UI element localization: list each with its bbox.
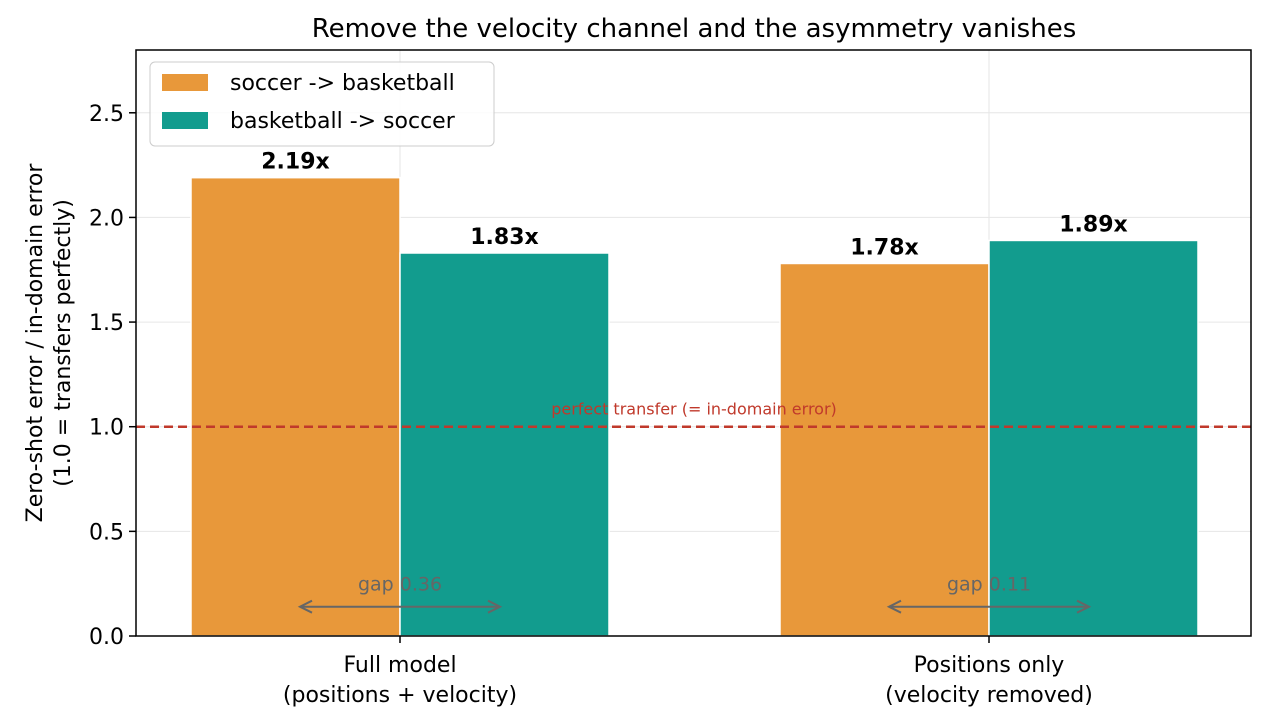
reference-line-label: perfect transfer (= in-domain error) [551, 400, 837, 419]
gap-label: gap 0.36 [358, 574, 442, 596]
legend: soccer -> basketball basketball -> soccer [149, 61, 495, 147]
bar-value-label: 2.19x [261, 150, 329, 175]
y-tick-label: 1.5 [89, 311, 124, 336]
y-axis-label: Zero-shot error / in-domain error [23, 163, 48, 523]
y-axis-label: (1.0 = transfers perfectly) [51, 199, 76, 487]
legend-label: basketball -> soccer [230, 109, 456, 134]
axes: 0.0 0.5 1.0 1.5 2.0 2.5 Full model (positions +… [23, 102, 1093, 708]
bar-value-label: 1.83x [470, 225, 538, 250]
legend-label: soccer -> basketball [230, 71, 455, 96]
x-tick-label: (velocity removed) [885, 683, 1093, 708]
legend-swatch [162, 112, 208, 129]
bar [988, 239, 1199, 637]
bar [190, 176, 401, 637]
x-tick-label: Positions only [914, 653, 1065, 678]
x-tick-label: (positions + velocity) [283, 683, 517, 708]
bar-value-label: 1.78x [850, 235, 918, 260]
x-tick-label: Full model [343, 653, 456, 678]
y-tick-label: 0.5 [89, 520, 124, 545]
gap-label: gap 0.11 [947, 574, 1031, 596]
chart-title: Remove the velocity channel and the asym… [312, 14, 1077, 44]
legend-swatch [162, 74, 208, 91]
bar [399, 252, 610, 637]
annotations: gap 0.36 gap 0.11 [297, 574, 1092, 614]
y-tick-label: 0.0 [89, 625, 124, 650]
reference-line-group: perfect transfer (= in-domain error) [136, 400, 1251, 428]
gap-arrowhead-right [1076, 599, 1092, 614]
gap-arrowhead-left [297, 599, 313, 614]
bars: 2.19x 1.78x 1.83x 1.89x [190, 150, 1199, 637]
y-tick-label: 2.5 [89, 102, 124, 127]
plot-frame [135, 49, 1252, 637]
legend-box [149, 61, 495, 147]
gap-arrowhead-left [886, 599, 902, 614]
gap-arrowhead-right [487, 599, 503, 614]
bar-value-label: 1.89x [1059, 212, 1127, 237]
y-tick-label: 2.0 [89, 206, 124, 231]
y-tick-label: 1.0 [89, 416, 124, 441]
